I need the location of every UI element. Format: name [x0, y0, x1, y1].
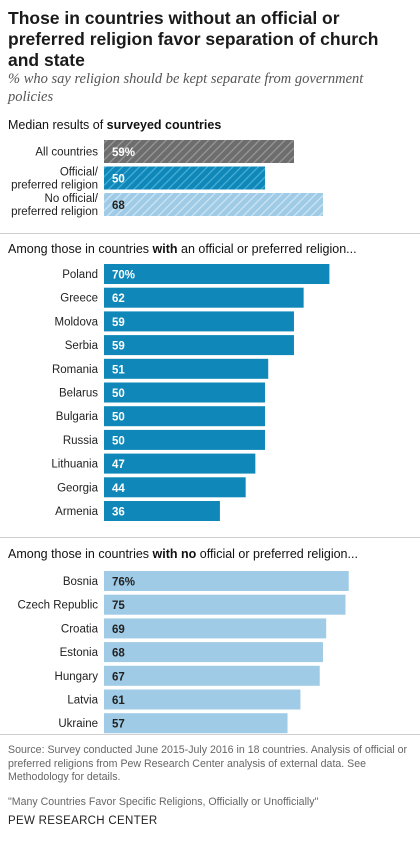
bars-layer: All countries 59% Official/preferred relig…: [11, 140, 349, 734]
category-label-estonia: Estonia: [60, 647, 99, 659]
value-label-croatia: 69: [112, 624, 125, 636]
bar-hungary: [104, 665, 320, 686]
source-note: Source: Survey conducted June 2015-July …: [8, 744, 408, 783]
category-label-armenia: Armenia: [55, 506, 98, 518]
value-label-romania: 51: [112, 364, 125, 376]
category-label-bosnia: Bosnia: [63, 576, 99, 588]
bar-official-preferred-religion: [104, 166, 265, 190]
value-label-official-preferred-religion: 50: [112, 174, 125, 186]
bar-greece: [104, 287, 304, 308]
value-label-ukraine: 57: [112, 719, 125, 731]
bar-poland: [104, 264, 330, 284]
section1-heading-prefix: Among those in countries: [8, 242, 153, 256]
value-label-all-countries: 59%: [112, 147, 135, 159]
bar-belarus: [104, 382, 265, 403]
value-label-georgia: 44: [112, 483, 125, 495]
section2-heading-bold: with no: [152, 547, 197, 561]
value-label-serbia: 59: [112, 341, 125, 353]
value-label-armenia: 36: [112, 507, 125, 519]
value-label-hungary: 67: [112, 671, 125, 683]
category-label-serbia: Serbia: [65, 340, 99, 352]
category-label-belarus: Belarus: [59, 388, 98, 400]
bar-serbia: [104, 335, 294, 356]
value-label-moldova: 59: [112, 317, 125, 329]
bar-bulgaria: [104, 406, 265, 427]
value-label-poland: 70%: [112, 270, 135, 282]
value-label-bulgaria: 50: [112, 412, 125, 424]
section1-heading-bold: with: [152, 242, 178, 256]
category-label-hungary: Hungary: [55, 671, 99, 683]
bar-moldova: [104, 311, 294, 332]
section1-heading-suffix: an official or preferred religion...: [177, 242, 357, 256]
bar-croatia: [104, 618, 327, 639]
bar-estonia: [104, 642, 323, 663]
chart-subtitle: % who say religion should be kept separa…: [8, 71, 364, 105]
value-label-belarus: 50: [112, 388, 125, 400]
section-divider-1: [0, 233, 420, 234]
bar-latvia: [104, 689, 301, 710]
bar-lithuania: [104, 453, 256, 474]
value-label-bosnia: 76%: [112, 577, 135, 589]
median-heading-prefix: Median results of: [8, 118, 107, 132]
category-label-poland: Poland: [62, 269, 98, 281]
bar-russia: [104, 429, 265, 450]
bar-czech-republic: [104, 594, 346, 615]
category-label-russia: Russia: [63, 435, 99, 447]
category-label-lithuania: Lithuania: [51, 459, 98, 471]
category-label-bulgaria: Bulgaria: [56, 411, 99, 423]
bar-armenia: [104, 501, 220, 521]
bar-romania: [104, 358, 269, 379]
category-label-official-preferred-religion: Official/preferred religion: [11, 167, 99, 192]
section2-heading-prefix: Among those in countries: [8, 547, 153, 561]
category-label-croatia: Croatia: [61, 623, 99, 635]
value-label-latvia: 61: [112, 695, 125, 707]
median-heading-bold: surveyed countries: [106, 118, 222, 132]
bar-all-countries: [104, 140, 294, 163]
bar-bosnia: [104, 571, 349, 591]
category-label-czech-republic: Czech Republic: [17, 600, 98, 612]
value-label-greece: 62: [112, 293, 125, 305]
value-label-russia: 50: [112, 435, 125, 447]
category-label-no-official-preferred-religion: No official/preferred religion: [11, 193, 99, 218]
category-label-georgia: Georgia: [57, 482, 99, 494]
bar-no-official-preferred-religion: [104, 193, 323, 216]
report-title: "Many Countries Favor Specific Religions…: [8, 796, 319, 808]
category-label-ukraine: Ukraine: [58, 718, 98, 730]
value-label-lithuania: 47: [112, 459, 125, 471]
category-label-moldova: Moldova: [55, 316, 99, 328]
bar-chart: All countries 59% Official/preferred relig…: [11, 140, 349, 734]
section-divider-3: [0, 734, 420, 735]
value-label-no-official-preferred-religion: 68: [112, 200, 125, 212]
section-heading-official: Among those in countries with an officia…: [8, 242, 357, 256]
value-label-czech-republic: 75: [112, 600, 125, 612]
brand-label: PEW RESEARCH CENTER: [8, 815, 158, 827]
category-label-all-countries: All countries: [35, 147, 98, 159]
section2-heading-suffix: official or preferred religion...: [196, 547, 358, 561]
value-label-estonia: 68: [112, 648, 125, 660]
bar-ukraine: [104, 713, 288, 734]
chart-title: Those in countries without an official o…: [8, 8, 379, 70]
category-label-latvia: Latvia: [67, 695, 98, 707]
category-label-greece: Greece: [60, 293, 98, 305]
median-heading: Median results of surveyed countries: [8, 118, 221, 132]
section-divider-2: [0, 537, 420, 538]
category-label-romania: Romania: [52, 364, 99, 376]
bar-georgia: [104, 477, 246, 498]
section-heading-no-official: Among those in countries with no officia…: [8, 547, 358, 561]
